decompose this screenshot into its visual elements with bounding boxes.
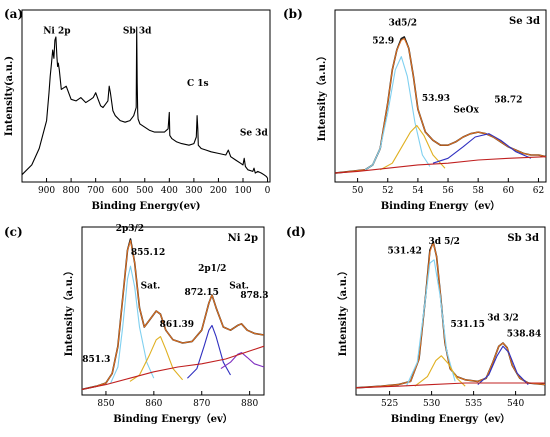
annotation-label: 3d 5/2	[428, 237, 460, 247]
annotation-label: Se 3d	[240, 128, 269, 138]
plot-frame	[81, 226, 265, 396]
plot-frame	[334, 9, 547, 183]
panel-a: (a) 900 800 700 600 500 400 300 200 100 0 Binding E…	[4, 7, 271, 212]
series-line-4	[477, 345, 529, 386]
x-axis-title: Binding Energy（ev）	[381, 199, 501, 212]
y-axis-title: Intensity（a.u.）	[315, 51, 328, 142]
annotation-label: 851.3	[82, 355, 110, 365]
panel-title: Ni 2p	[228, 233, 258, 244]
panel-d: (d) Sb 3d 525 530 535 540 Binding Energy（ev） In…	[286, 225, 546, 425]
series-line-5	[355, 382, 545, 389]
x-axis-title: Binding Energy（ev）	[113, 412, 233, 425]
x-tick-label: 530	[423, 399, 440, 409]
x-tick-label: 58	[472, 186, 484, 196]
annotation-label: C 1s	[187, 79, 209, 89]
x-tick-label: 60	[503, 186, 515, 196]
series-line-5	[220, 352, 265, 370]
x-tick-label: 850	[97, 399, 114, 409]
plot-frame	[21, 9, 271, 183]
panel-label: (c)	[4, 225, 23, 239]
annotation-label: Sb 3d	[123, 27, 152, 37]
annotation-label: 538.84	[507, 330, 541, 340]
x-tick-label: 800	[63, 186, 80, 196]
x-tick-label: 870	[193, 399, 210, 409]
annotation-label: 58.72	[494, 96, 522, 106]
x-tick-label: 525	[381, 399, 398, 409]
panel-label: (b)	[283, 7, 303, 21]
annotation-label: Ni 2p	[43, 27, 70, 37]
panel-label: (d)	[286, 225, 306, 239]
x-tick-label: 540	[507, 399, 524, 409]
annotation-label: 855.12	[131, 248, 165, 258]
panel-label: (a)	[4, 7, 23, 21]
series-line-1	[334, 38, 547, 174]
series-line-2	[405, 259, 456, 387]
x-tick-label: 400	[161, 186, 178, 196]
x-tick-label: 860	[145, 399, 162, 409]
series-line-0	[81, 238, 265, 391]
annotation-label: 531.42	[387, 246, 421, 256]
x-tick-label: 880	[241, 399, 258, 409]
x-tick-label: 54	[412, 186, 424, 196]
x-tick-label: 300	[185, 186, 202, 196]
annotation-label: 52.9	[372, 37, 394, 47]
series-line-3	[414, 355, 466, 387]
x-tick-label: 700	[87, 186, 104, 196]
series-line-5	[334, 156, 547, 174]
panel-title: Se 3d	[509, 16, 540, 27]
panel-title: Sb 3d	[507, 233, 539, 244]
annotation-label: 861.39	[160, 320, 194, 330]
annotation-label: 531.15	[450, 320, 484, 330]
series-line-2	[364, 56, 431, 171]
series-line-3	[379, 124, 446, 171]
annotation-label: 3d5/2	[389, 18, 417, 28]
x-axis-title: Binding Energy（ev）	[391, 412, 511, 425]
annotation-label: 878.3	[240, 291, 268, 301]
x-tick-label: 500	[136, 186, 153, 196]
x-tick-label: 0	[265, 186, 271, 196]
series-line-0	[21, 26, 268, 179]
annotation-label: SeOx	[453, 105, 479, 115]
annotation-label: 3d 3/2	[487, 314, 519, 324]
series-line-1	[81, 240, 265, 390]
annotation-label: 2p1/2	[198, 264, 226, 274]
series-line-4	[187, 324, 231, 379]
series-line-6	[81, 345, 265, 390]
panel-c: (c) Ni 2p 850 860 870 880 Binding Energy（ev） In…	[4, 224, 269, 425]
x-tick-label: 900	[38, 186, 55, 196]
y-axis-title: Intensity（a.u.）	[336, 266, 349, 357]
series-line-2	[110, 265, 155, 384]
annotation-label: 2p3/2	[116, 224, 144, 234]
x-tick-label: 535	[465, 399, 482, 409]
x-tick-label: 62	[533, 186, 544, 196]
x-tick-label: 200	[210, 186, 227, 196]
x-tick-label: 600	[112, 186, 129, 196]
x-tick-label: 100	[234, 186, 251, 196]
annotation-label: Sat.	[141, 282, 161, 292]
annotation-label: Sat.	[229, 282, 249, 292]
y-axis-title: Intensity（a.u.）	[62, 266, 75, 357]
annotation-label: 872.15	[185, 288, 219, 298]
x-tick-label: 56	[442, 186, 454, 196]
panel-b: (b) Se 3d 50 52 54 56 58 60 62 Binding Energy（ev）…	[283, 7, 547, 212]
y-axis-title: Intensity(a.u.)	[4, 56, 15, 136]
x-tick-label: 50	[352, 186, 364, 196]
series-line-4	[432, 133, 532, 164]
x-tick-label: 52	[382, 186, 393, 196]
annotation-label: 53.93	[422, 94, 450, 104]
plot-frame	[355, 226, 546, 396]
series-line-3	[129, 336, 184, 382]
x-axis-title: Binding Energy(ev)	[91, 201, 200, 212]
